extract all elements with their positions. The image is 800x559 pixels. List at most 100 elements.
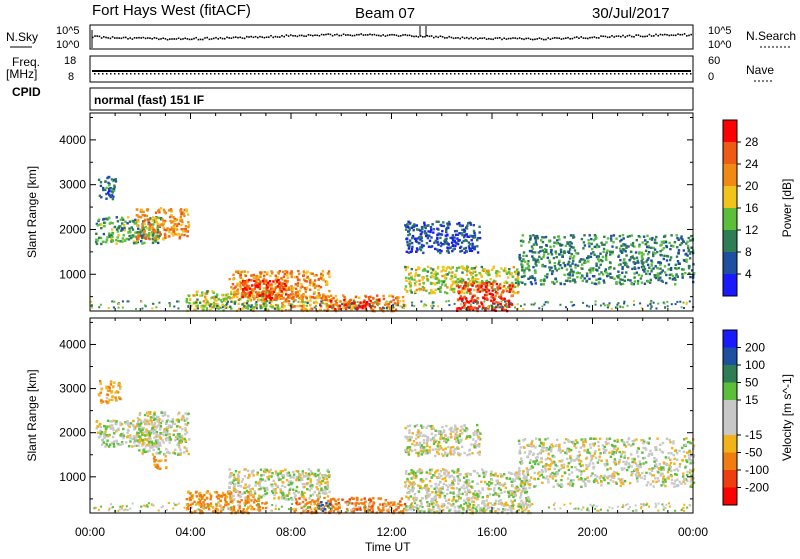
noise-point <box>187 38 189 40</box>
power-cell <box>169 303 171 305</box>
noise-point <box>682 34 684 36</box>
power-cell <box>603 236 605 238</box>
power-cell <box>290 285 292 287</box>
power-cell <box>269 297 271 299</box>
power-cell <box>411 246 413 248</box>
power-cell <box>178 223 180 225</box>
power-cell <box>554 268 556 270</box>
nave-point <box>114 73 116 75</box>
power-cell <box>556 239 558 241</box>
power-cell <box>263 275 265 277</box>
velocity-cell <box>302 496 304 498</box>
power-cell <box>466 274 468 276</box>
power-cell <box>290 270 292 272</box>
velocity-cell <box>259 488 261 490</box>
power-cell <box>309 299 311 301</box>
power-cell <box>577 265 579 267</box>
noise-point <box>459 38 461 40</box>
nave-point <box>598 73 600 75</box>
power-cell <box>655 242 657 244</box>
power-cell <box>459 247 461 249</box>
velocity-cell <box>116 440 118 442</box>
power-cell <box>527 260 529 262</box>
power-cell <box>104 180 106 182</box>
nave-point <box>690 73 692 75</box>
noise-point <box>268 36 270 38</box>
power-cell <box>448 300 450 302</box>
power-cell <box>253 295 255 297</box>
noise-point <box>160 38 162 40</box>
nsearch-label: N.Search <box>746 29 796 43</box>
power-cell <box>469 280 471 282</box>
power-cell <box>586 257 588 259</box>
power-cell <box>143 223 145 225</box>
power-cell <box>221 304 223 306</box>
noise-point <box>345 34 347 36</box>
velocity-cell <box>128 445 130 447</box>
power-cell <box>664 271 666 273</box>
power-cell <box>98 306 100 308</box>
power-cell <box>528 265 530 267</box>
noise-point <box>664 34 666 36</box>
power-cell <box>284 283 286 285</box>
power-cell <box>183 215 185 217</box>
power-cell <box>399 300 401 302</box>
power-cell <box>524 283 526 285</box>
power-cell <box>149 226 151 228</box>
power-cell <box>593 254 595 256</box>
noise-point <box>451 37 453 39</box>
velocity-cell <box>113 440 115 442</box>
noise-point <box>129 37 131 39</box>
power-cell <box>328 296 330 298</box>
velocity-cell <box>418 490 420 492</box>
power-cell <box>253 306 255 308</box>
power-cell <box>188 302 190 304</box>
power-cell <box>685 261 687 263</box>
power-cell <box>192 294 194 296</box>
power-cell <box>177 307 179 309</box>
power-cell <box>688 237 690 239</box>
power-cell <box>109 222 111 224</box>
power-cell <box>420 301 422 303</box>
power-cell <box>612 241 614 243</box>
power-cell <box>642 241 644 243</box>
power-cell <box>133 242 135 244</box>
velocity-cell <box>212 506 214 508</box>
nave-point <box>470 73 472 75</box>
velocity-cell <box>264 490 266 492</box>
power-cell <box>255 303 257 305</box>
power-cell <box>183 234 185 236</box>
power-cell <box>320 286 322 288</box>
power-cell <box>384 304 386 306</box>
noise-point <box>371 34 373 36</box>
velocity-cell <box>282 492 284 494</box>
power-cell <box>431 223 433 225</box>
power-cell <box>257 286 259 288</box>
velocity-cell <box>282 481 284 483</box>
velocity-cell <box>154 464 156 466</box>
noise-point <box>193 38 195 40</box>
noise-point <box>327 33 329 35</box>
power-cell <box>656 308 658 310</box>
power-cell <box>459 225 461 227</box>
power-cell <box>534 251 536 253</box>
nave-point <box>258 73 260 75</box>
power-cell <box>506 290 508 292</box>
power-cell <box>422 252 424 254</box>
noise-point <box>330 34 332 36</box>
nave-point <box>270 73 272 75</box>
velocity-cell <box>144 414 146 416</box>
velocity-cell <box>275 492 277 494</box>
power-ylabel: Slant Range [km] <box>25 166 39 258</box>
power-cell <box>410 277 412 279</box>
power-cell <box>137 233 139 235</box>
power-cell <box>641 260 643 262</box>
velocity-cell <box>137 445 139 447</box>
power-cell <box>446 292 448 294</box>
velocity-cell <box>257 482 259 484</box>
power-cell <box>533 243 535 245</box>
velocity-cell <box>188 438 190 440</box>
power-cell <box>643 236 645 238</box>
noise-point <box>334 34 336 36</box>
velocity-cell <box>392 504 394 506</box>
